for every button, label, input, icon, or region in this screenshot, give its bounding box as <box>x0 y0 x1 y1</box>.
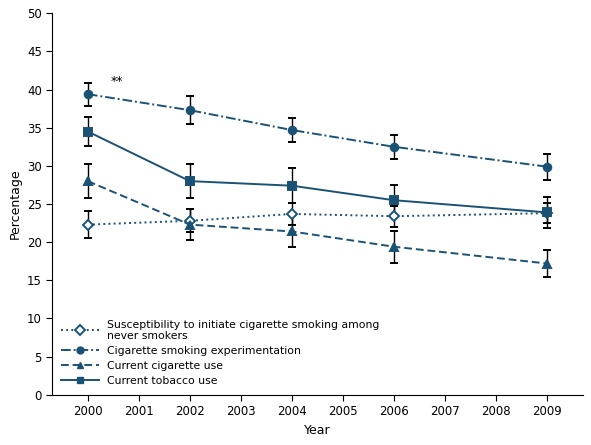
Y-axis label: Percentage: Percentage <box>8 169 21 239</box>
Text: **: ** <box>111 75 124 88</box>
Legend: Susceptibility to initiate cigarette smoking among
never smokers, Cigarette smok: Susceptibility to initiate cigarette smo… <box>57 316 383 389</box>
X-axis label: Year: Year <box>304 424 331 437</box>
